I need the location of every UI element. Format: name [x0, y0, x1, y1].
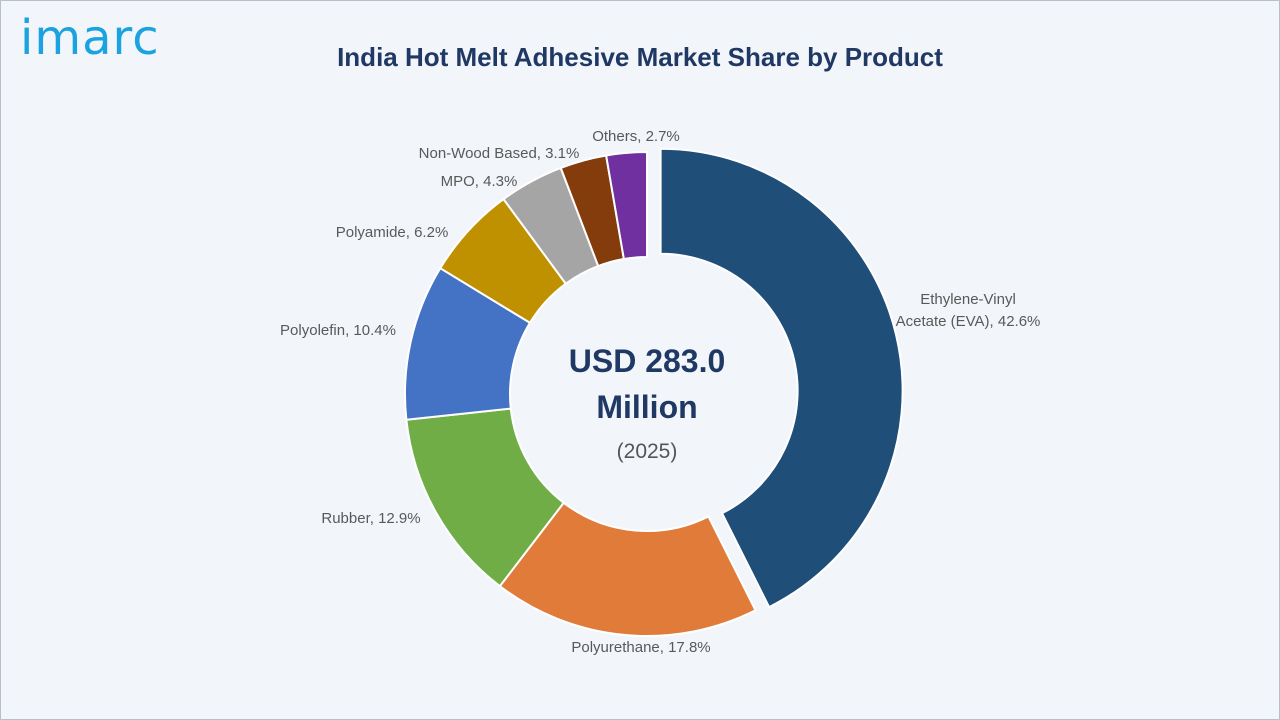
slice-polyurethane — [498, 501, 757, 637]
slice-ethylene-vinyl-acetate-eva — [659, 147, 904, 609]
label-rubber: Rubber, 12.9% — [321, 510, 420, 527]
label-polyurethane: Polyurethane, 17.8% — [571, 639, 710, 656]
label-others: Others, 2.7% — [592, 128, 680, 145]
center-value-line2: Million — [596, 389, 698, 425]
label-non-wood-based: Non-Wood Based, 3.1% — [419, 145, 580, 162]
label-polyolefin: Polyolefin, 10.4% — [280, 322, 396, 339]
imarc-logo: imarc — [20, 10, 160, 66]
label-polyamide: Polyamide, 6.2% — [336, 224, 449, 241]
slice-others — [604, 150, 648, 261]
label-ethylene-vinyl-acetate-eva: Ethylene-Vinyl Acetate (EVA), 42.6% — [896, 291, 1041, 330]
label-mpo: MPO, 4.3% — [441, 173, 518, 190]
center-year: (2025) — [616, 440, 678, 463]
chart-title: India Hot Melt Adhesive Market Share by … — [337, 42, 943, 72]
center-value-line1: USD 283.0 — [568, 343, 726, 379]
center-value: USD 283.0 Million — [547, 338, 747, 430]
